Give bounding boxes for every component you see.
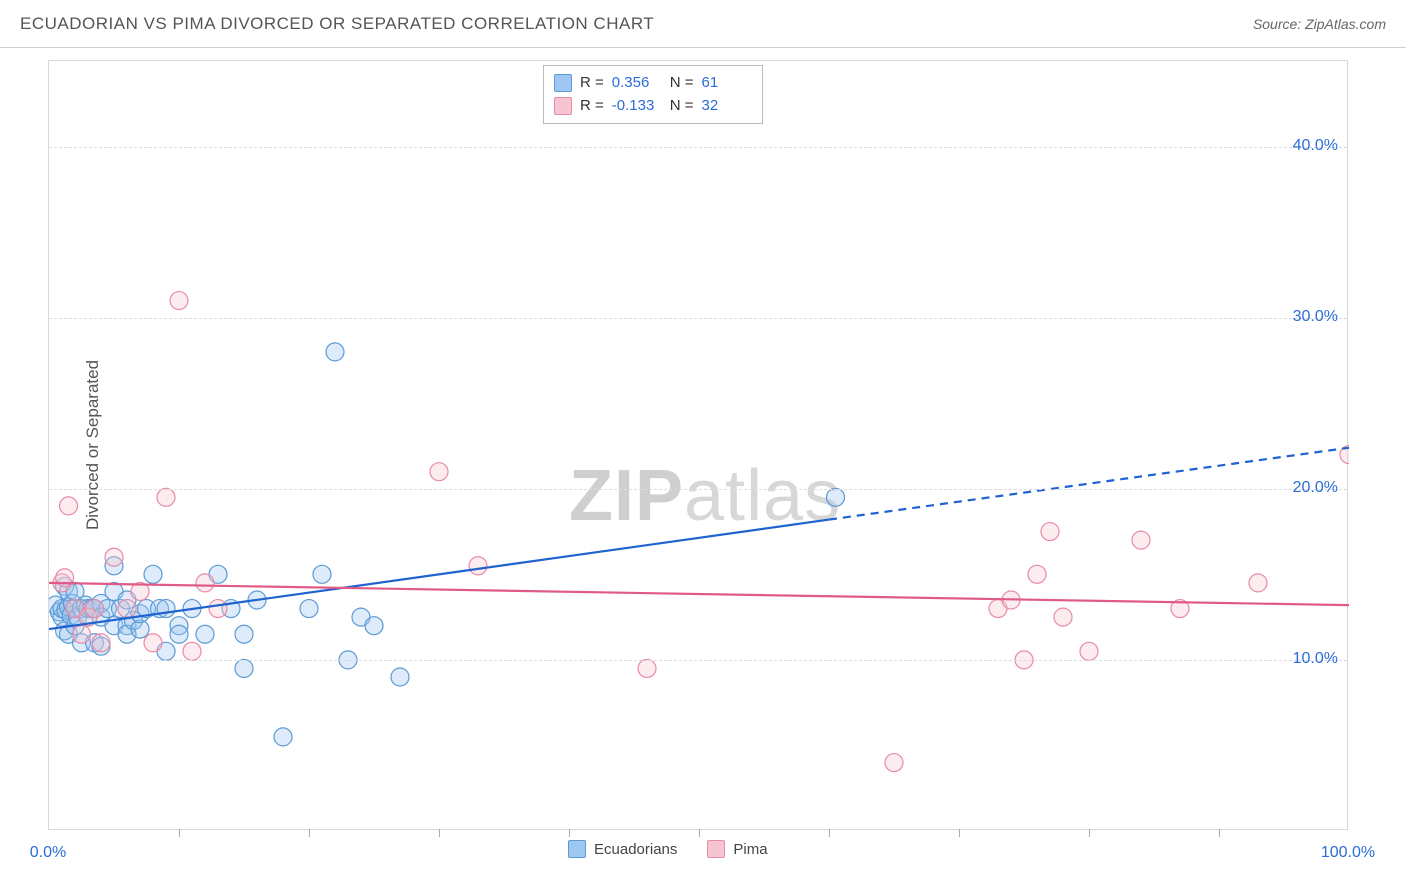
scatter-point-pima	[1041, 523, 1059, 541]
gridline-horizontal	[49, 147, 1347, 148]
scatter-point-ecuadorians	[235, 659, 253, 677]
y-axis-title: Divorced or Separated	[83, 360, 103, 530]
chart-title: ECUADORIAN VS PIMA DIVORCED OR SEPARATED…	[20, 14, 654, 34]
scatter-point-pima	[209, 600, 227, 618]
source-name: ZipAtlas.com	[1305, 16, 1386, 32]
x-tick-minor	[179, 829, 180, 837]
scatter-point-ecuadorians	[157, 600, 175, 618]
n-label: N =	[670, 72, 694, 95]
scatter-point-pima	[885, 754, 903, 772]
r-label: R =	[580, 95, 604, 118]
scatter-point-ecuadorians	[391, 668, 409, 686]
series-legend: Ecuadorians Pima	[568, 840, 768, 858]
scatter-point-ecuadorians	[300, 600, 318, 618]
scatter-point-pima	[1028, 565, 1046, 583]
x-tick-minor	[959, 829, 960, 837]
gridline-horizontal	[49, 318, 1347, 319]
scatter-point-pima	[118, 600, 136, 618]
header-bar: ECUADORIAN VS PIMA DIVORCED OR SEPARATED…	[0, 0, 1406, 48]
legend-item-pima: Pima	[707, 840, 767, 858]
x-tick-minor	[1089, 829, 1090, 837]
scatter-point-pima	[638, 659, 656, 677]
r-value-ecuadorians: 0.356	[612, 72, 662, 95]
scatter-point-pima	[1132, 531, 1150, 549]
scatter-point-ecuadorians	[235, 625, 253, 643]
legend-swatch-pima	[554, 97, 572, 115]
legend-item-ecuadorians: Ecuadorians	[568, 840, 677, 858]
scatter-point-pima	[1249, 574, 1267, 592]
n-value-ecuadorians: 61	[702, 72, 752, 95]
scatter-point-ecuadorians	[144, 565, 162, 583]
scatter-point-pima	[92, 634, 110, 652]
r-value-pima: -0.133	[612, 95, 662, 118]
stats-legend-row-pima: R = -0.133 N = 32	[554, 95, 752, 118]
x-tick-minor	[439, 829, 440, 837]
x-tick-label: 100.0%	[1321, 844, 1375, 862]
x-tick-label: 0.0%	[30, 844, 66, 862]
n-label: N =	[670, 95, 694, 118]
x-tick-minor	[699, 829, 700, 837]
gridline-horizontal	[49, 660, 1347, 661]
y-tick-label: 30.0%	[1278, 308, 1338, 326]
scatter-point-pima	[183, 642, 201, 660]
scatter-point-ecuadorians	[170, 625, 188, 643]
r-label: R =	[580, 72, 604, 95]
scatter-point-pima	[430, 463, 448, 481]
scatter-point-pima	[469, 557, 487, 575]
n-value-pima: 32	[702, 95, 752, 118]
scatter-point-ecuadorians	[196, 625, 214, 643]
scatter-point-pima	[105, 548, 123, 566]
scatter-point-pima	[144, 634, 162, 652]
source-attribution: Source: ZipAtlas.com	[1253, 16, 1386, 32]
y-tick-label: 20.0%	[1278, 479, 1338, 497]
scatter-point-pima	[170, 292, 188, 310]
legend-swatch-ecuadorians	[554, 74, 572, 92]
scatter-point-pima	[86, 600, 104, 618]
scatter-svg	[49, 61, 1349, 831]
x-tick-minor	[829, 829, 830, 837]
x-tick-minor	[1219, 829, 1220, 837]
legend-label-ecuadorians: Ecuadorians	[594, 841, 677, 858]
legend-swatch-ecuadorians	[568, 840, 586, 858]
x-tick-minor	[569, 829, 570, 837]
legend-swatch-pima	[707, 840, 725, 858]
scatter-point-ecuadorians	[313, 565, 331, 583]
scatter-point-pima	[157, 488, 175, 506]
y-tick-label: 40.0%	[1278, 137, 1338, 155]
scatter-point-pima	[73, 625, 91, 643]
scatter-point-ecuadorians	[326, 343, 344, 361]
y-tick-label: 10.0%	[1278, 650, 1338, 668]
gridline-horizontal	[49, 489, 1347, 490]
scatter-point-ecuadorians	[274, 728, 292, 746]
scatter-point-ecuadorians	[827, 488, 845, 506]
regression-line-ecuadorians	[49, 520, 829, 630]
scatter-point-pima	[196, 574, 214, 592]
scatter-point-ecuadorians	[365, 617, 383, 635]
scatter-point-pima	[60, 497, 78, 515]
source-prefix: Source:	[1253, 16, 1305, 32]
stats-legend-row-ecuadorians: R = 0.356 N = 61	[554, 72, 752, 95]
scatter-point-pima	[1054, 608, 1072, 626]
regression-line-dashed-ecuadorians	[829, 448, 1349, 520]
plot-area: ZIPatlas R =0.356N =61R =-0.133N =32	[48, 60, 1348, 830]
stats-legend: R = 0.356 N = 61 R = -0.133 N = 32	[543, 65, 763, 124]
x-tick-minor	[309, 829, 310, 837]
scatter-point-pima	[1080, 642, 1098, 660]
legend-label-pima: Pima	[733, 841, 767, 858]
